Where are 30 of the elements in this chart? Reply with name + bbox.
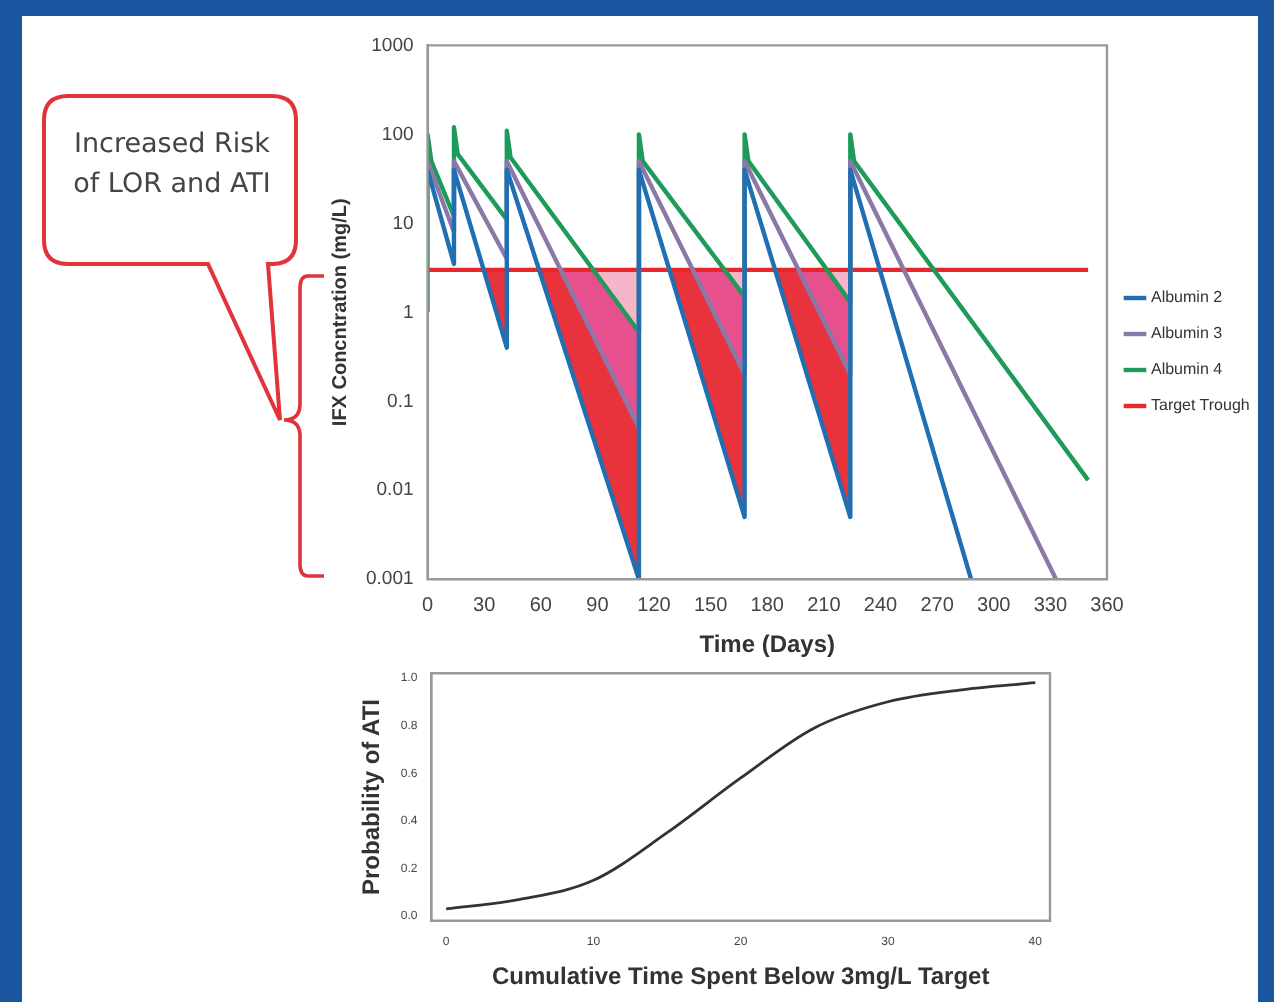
x-tick-label: 120 bbox=[637, 594, 672, 617]
y-tick-label: 0.01 bbox=[376, 479, 414, 502]
x-axis-title: Time (Days) bbox=[699, 630, 836, 659]
y-tick-label: 10 bbox=[392, 212, 414, 235]
legend-label: Albumin 4 bbox=[1150, 360, 1224, 379]
x-axis-title: Cumulative Time Spent Below 3mg/L Target bbox=[492, 962, 990, 991]
x-tick-label: 270 bbox=[920, 594, 955, 617]
x-tick-label: 180 bbox=[750, 594, 785, 617]
y-tick-label: 0.1 bbox=[387, 390, 414, 413]
legend-label: Target Trough bbox=[1150, 396, 1250, 415]
y-axis-title: Probability of ATI bbox=[357, 699, 386, 895]
x-tick-label: 150 bbox=[693, 594, 729, 617]
x-tick-label: 330 bbox=[1033, 594, 1068, 617]
y-axis-title: IFX Concntration (mg/L) bbox=[329, 198, 352, 427]
line-series bbox=[444, 681, 1037, 911]
text: Increased Risk of LOR and ATI bbox=[71, 126, 273, 204]
y-tick-label: 1000 bbox=[371, 34, 414, 57]
x-tick-label: 210 bbox=[807, 594, 842, 617]
x-tick-label: 300 bbox=[977, 594, 1012, 617]
legend-label: Albumin 2 bbox=[1150, 288, 1224, 307]
y-tick-label: 1 bbox=[402, 301, 414, 324]
y-tick-label: 100 bbox=[381, 123, 414, 146]
x-tick-label: 30 bbox=[473, 594, 497, 617]
x-tick-label: 360 bbox=[1090, 594, 1125, 617]
x-tick-label: 240 bbox=[863, 594, 899, 617]
x-tick-label: 0 bbox=[421, 594, 434, 617]
legend-label: Albumin 3 bbox=[1150, 324, 1224, 343]
x-tick-label: 60 bbox=[529, 594, 553, 617]
y-tick-label: 0.001 bbox=[365, 568, 414, 591]
x-tick-label: 90 bbox=[586, 594, 610, 617]
